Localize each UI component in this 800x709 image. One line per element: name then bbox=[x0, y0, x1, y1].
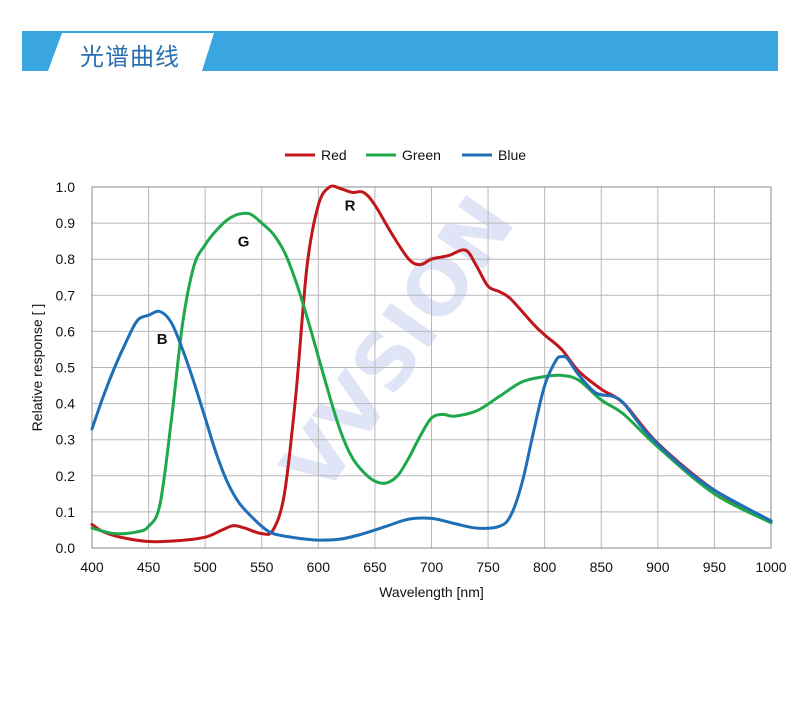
page-title: 光谱曲线 bbox=[80, 43, 180, 71]
x-axis-label: Wavelength [nm] bbox=[379, 584, 484, 600]
watermark-logo: VVSION bbox=[265, 181, 532, 509]
legend-label-green: Green bbox=[402, 147, 441, 163]
y-tick-label: 0.6 bbox=[56, 323, 76, 339]
series-line-red bbox=[90, 184, 773, 544]
chart-grid bbox=[91, 186, 772, 549]
x-tick-label: 750 bbox=[476, 559, 500, 575]
x-tick-label: 700 bbox=[420, 559, 444, 575]
legend-label-red: Red bbox=[321, 147, 347, 163]
plot-frame bbox=[91, 186, 772, 549]
x-tick-label: 800 bbox=[533, 559, 557, 575]
y-tick-label: 0.9 bbox=[56, 215, 76, 231]
y-tick-label: 0.4 bbox=[56, 396, 76, 412]
y-tick-labels: 0.0 0.1 0.2 0.3 0.4 0.5 0.6 0.7 0.8 0.9 1.0 bbox=[56, 179, 76, 556]
annotation-b: B bbox=[157, 331, 168, 348]
x-tick-label: 950 bbox=[703, 559, 727, 575]
y-tick-label: 0.8 bbox=[56, 251, 76, 267]
x-tick-label: 400 bbox=[80, 559, 104, 575]
x-tick-label: 650 bbox=[363, 559, 387, 575]
series-line-blue bbox=[90, 309, 773, 542]
x-tick-label: 850 bbox=[590, 559, 614, 575]
y-tick-label: 0.5 bbox=[56, 360, 76, 376]
chart-series bbox=[90, 184, 773, 544]
y-tick-label: 0.2 bbox=[56, 468, 76, 484]
x-tick-label: 550 bbox=[250, 559, 274, 575]
watermark-text: VVSION bbox=[265, 181, 532, 509]
x-tick-label: 500 bbox=[193, 559, 217, 575]
annotation-g: G bbox=[238, 234, 250, 251]
y-tick-label: 0.0 bbox=[56, 540, 76, 556]
header-tab bbox=[48, 33, 214, 71]
x-tick-label: 450 bbox=[137, 559, 161, 575]
y-axis-label: Relative response [ ] bbox=[29, 304, 45, 432]
annotation-r: R bbox=[345, 197, 356, 214]
y-tick-label: 0.7 bbox=[56, 287, 76, 303]
y-tick-label: 0.3 bbox=[56, 432, 76, 448]
chart-legend: Red Green Blue bbox=[285, 147, 526, 163]
plot-border bbox=[91, 186, 772, 549]
y-tick-label: 1.0 bbox=[56, 179, 76, 195]
x-tick-label: 1000 bbox=[755, 559, 786, 575]
x-tick-label: 600 bbox=[307, 559, 331, 575]
curve-annotations: R G B bbox=[157, 197, 356, 348]
x-tick-label: 900 bbox=[646, 559, 670, 575]
y-tick-label: 0.1 bbox=[56, 504, 76, 520]
x-tick-labels: 400 450 500 550 600 650 700 750 800 850 900 950 1000 bbox=[80, 559, 786, 575]
legend-label-blue: Blue bbox=[498, 147, 526, 163]
